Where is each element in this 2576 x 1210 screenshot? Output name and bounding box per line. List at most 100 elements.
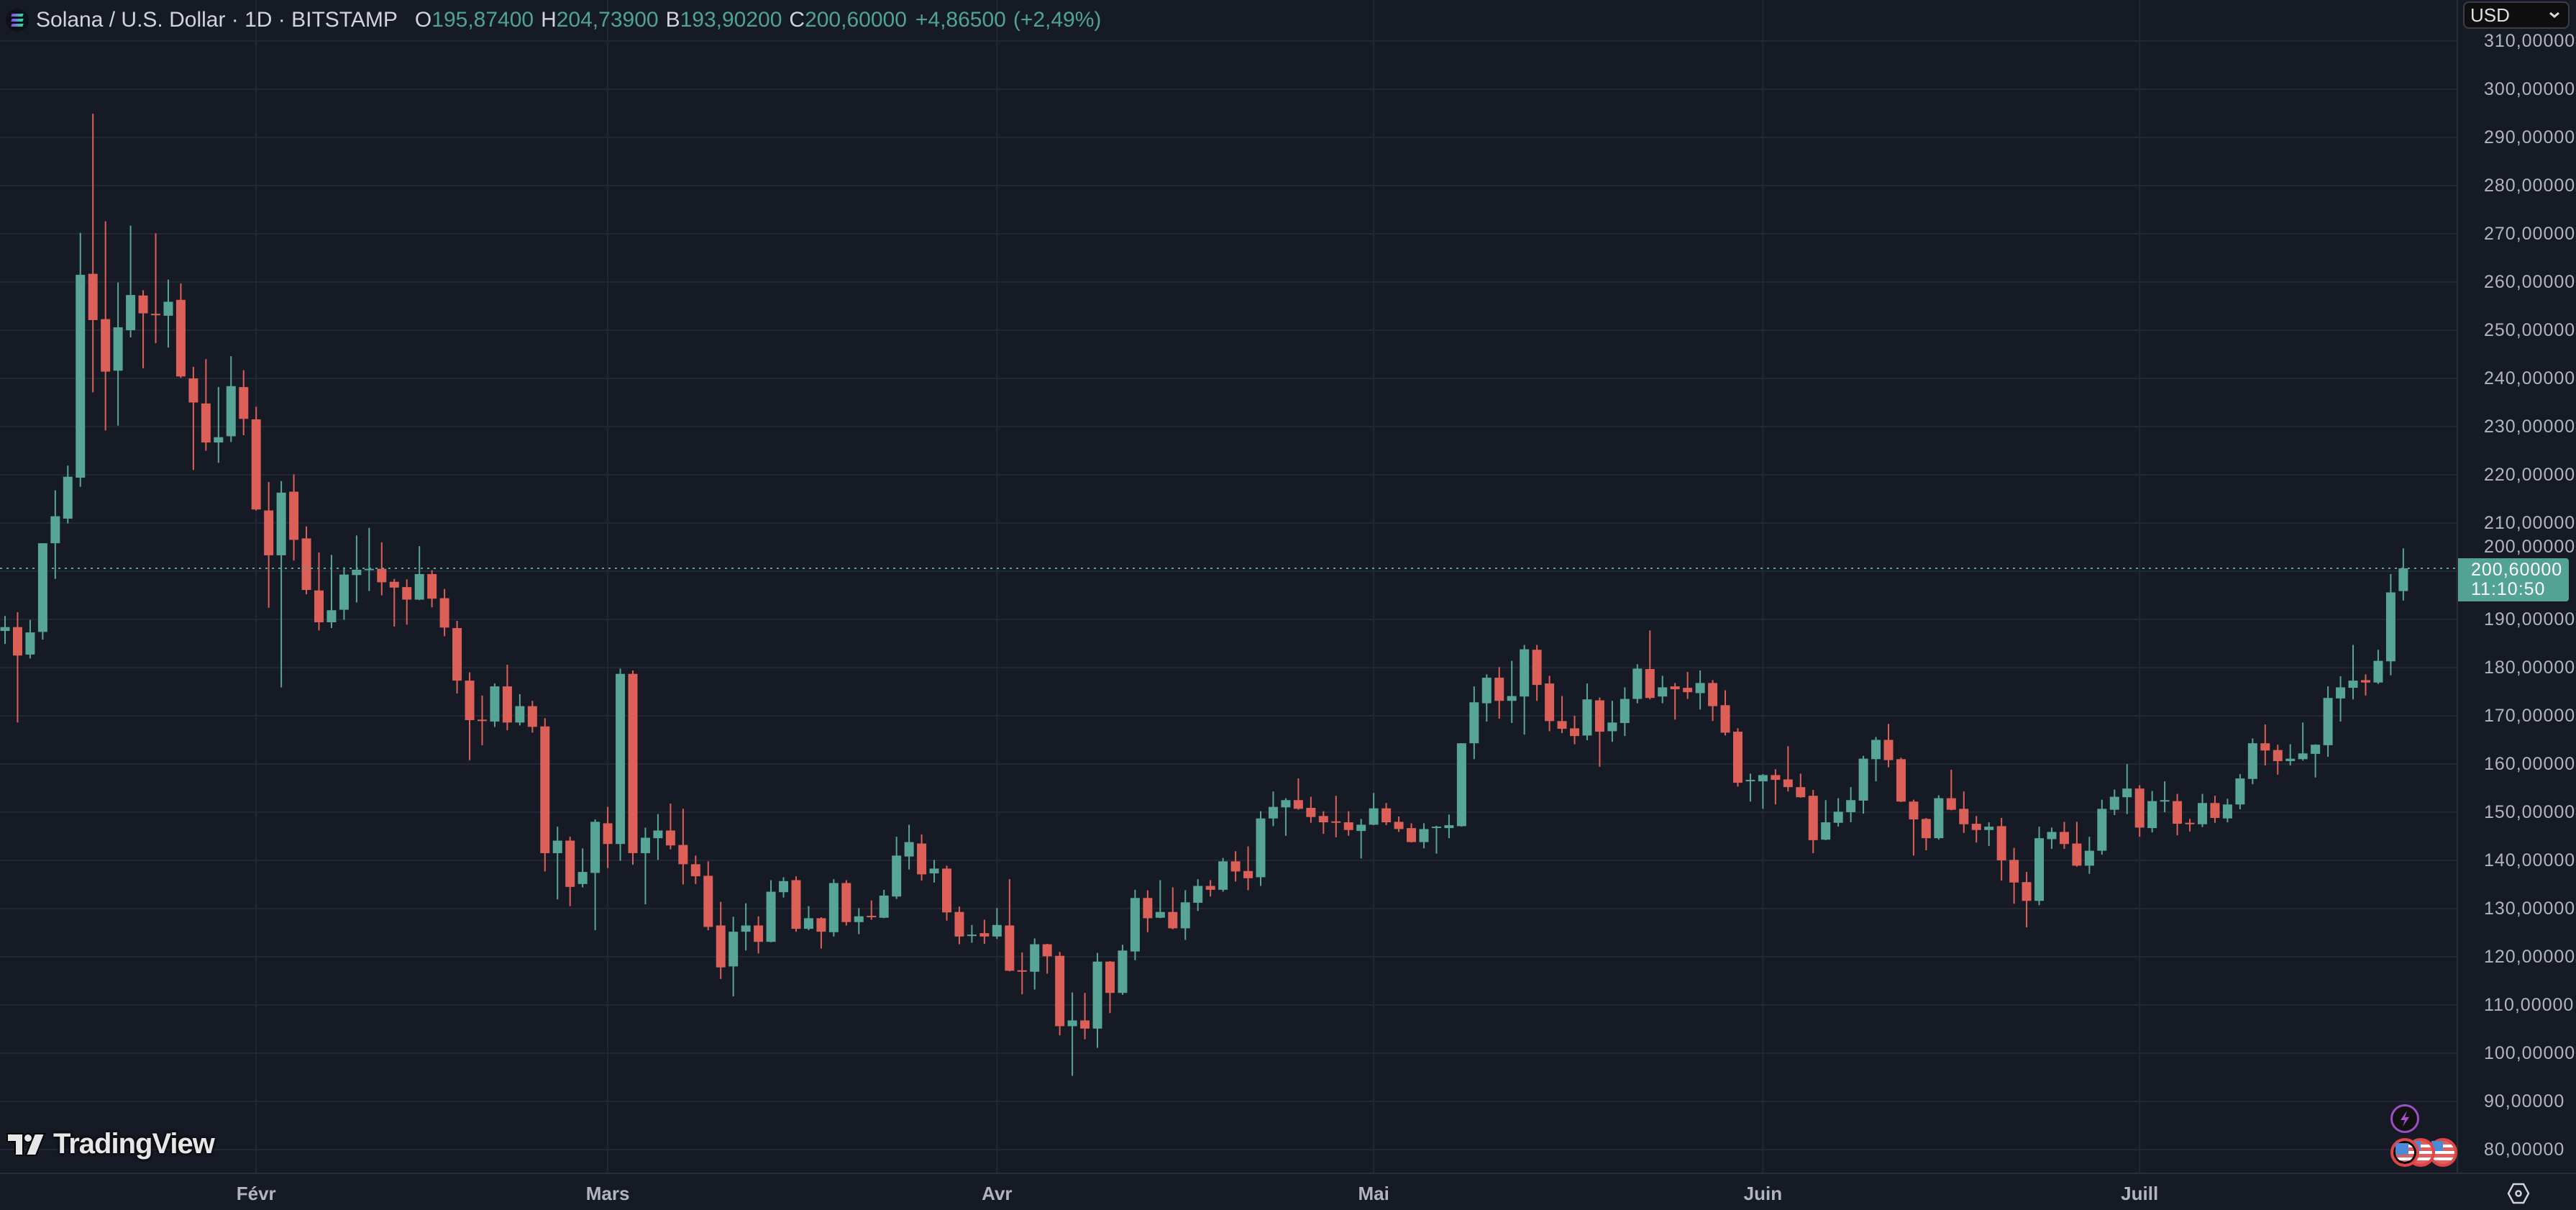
candle-body <box>1230 861 1241 872</box>
candle <box>1883 724 1894 768</box>
candle-body <box>854 916 864 922</box>
candle <box>1293 778 1303 810</box>
candle-body <box>628 673 638 853</box>
candle <box>427 570 437 608</box>
candle-body <box>1205 886 1215 890</box>
candle <box>2385 574 2395 675</box>
candle <box>1833 798 1843 827</box>
candle-body <box>1118 950 1128 993</box>
candle <box>1971 816 1981 843</box>
candle-body <box>1582 699 1592 736</box>
candle-body <box>2173 801 2183 824</box>
candle-body <box>1005 925 1015 971</box>
candle <box>1369 793 1379 826</box>
candle <box>2185 819 2195 832</box>
candle-body <box>879 895 889 918</box>
candle-body <box>1745 780 1755 782</box>
price-tick-label: 230,00000 <box>2484 417 2576 437</box>
price-tick-label: 240,00000 <box>2484 368 2576 388</box>
candle-body <box>1921 819 1931 839</box>
candle-body <box>226 386 236 437</box>
candle <box>2022 872 2032 928</box>
candle <box>289 474 299 561</box>
candle <box>226 356 236 442</box>
candle-body <box>1996 826 2006 860</box>
candle <box>352 535 362 603</box>
candle <box>2097 799 2107 855</box>
candle <box>653 814 663 860</box>
candle-body <box>2336 687 2346 699</box>
change-percent: (+2,49%) <box>1013 8 1102 32</box>
currency-select[interactable]: USD <box>2463 1 2570 29</box>
candle-body <box>1017 970 1027 972</box>
open-value: 195,87400 <box>431 8 534 32</box>
settings-hexagon-icon[interactable] <box>2507 1183 2530 1204</box>
candle <box>1193 879 1203 911</box>
candle <box>1959 791 1969 833</box>
tradingview-logo[interactable]: TradingView <box>6 1128 215 1160</box>
symbol-title: Solana / U.S. Dollar · 1D · BITSTAMP <box>36 8 398 32</box>
price-axis[interactable]: 310,00000 300,00000 290,00000 280,00000 270,… <box>2457 0 2576 1173</box>
candle-body <box>2273 750 2283 761</box>
candle-body <box>1984 827 1994 830</box>
candle-body <box>1193 886 1203 903</box>
candle-body <box>477 719 487 722</box>
price-tick-label: 260,00000 <box>2484 272 2576 292</box>
candle-body <box>37 543 47 632</box>
candle-body <box>1959 809 1969 824</box>
candle <box>2210 796 2220 823</box>
candle-body <box>791 880 801 929</box>
candlestick-chart[interactable] <box>0 0 2457 1173</box>
candle-body <box>816 918 826 932</box>
candle <box>2122 764 2132 814</box>
candle <box>1582 683 1592 741</box>
candle-body <box>1708 683 1718 706</box>
candle-body <box>1896 759 1906 802</box>
price-tick-label: 310,00000 <box>2484 31 2576 51</box>
candle-body <box>1456 743 1466 827</box>
candle-body <box>967 934 977 937</box>
candle-body <box>2097 809 2107 851</box>
candle <box>12 611 22 723</box>
candle <box>1871 737 1881 782</box>
candle-body <box>2222 804 2232 819</box>
lightning-icon[interactable] <box>2390 1104 2419 1133</box>
candle <box>1594 697 1604 768</box>
candle <box>389 578 399 627</box>
candle-body <box>1080 1020 1090 1029</box>
candle <box>1670 683 1680 720</box>
symbol-legend[interactable]: Solana / U.S. Dollar · 1D · BITSTAMP O 19… <box>6 6 1101 35</box>
candle-body <box>1570 728 1579 737</box>
candle-body <box>1130 898 1140 952</box>
candle <box>1771 769 1781 805</box>
price-tick-label: 300,00000 <box>2484 79 2576 99</box>
candle-body <box>1858 758 1868 801</box>
candle <box>1808 790 1818 853</box>
candle <box>540 718 550 872</box>
candle <box>967 924 977 943</box>
candle <box>1243 846 1253 891</box>
candle <box>1042 943 1052 974</box>
candle-body <box>1105 961 1115 993</box>
candle <box>1821 800 1831 840</box>
candle <box>1858 755 1868 814</box>
candle-body <box>2072 843 2082 866</box>
price-tick-label: 150,00000 <box>2484 802 2576 822</box>
candle <box>2273 745 2283 775</box>
candle <box>1896 758 1906 802</box>
us-flag-icon[interactable] <box>2390 1138 2419 1167</box>
candle-body <box>175 299 186 377</box>
candle-body <box>352 569 362 576</box>
candle <box>2311 744 2321 778</box>
candle-body <box>1658 687 1668 697</box>
candle-body <box>76 274 86 478</box>
candle-body <box>465 681 475 721</box>
candle-body <box>766 891 776 942</box>
candle <box>1256 811 1266 886</box>
time-axis[interactable]: Févr Mars Avr Mai Juin Juill <box>0 1173 2576 1210</box>
candle <box>2160 781 2170 812</box>
candle <box>2147 791 2157 833</box>
tradingview-logo-text: TradingView <box>53 1128 215 1160</box>
candle-body <box>2260 743 2270 751</box>
candle <box>1331 796 1341 837</box>
